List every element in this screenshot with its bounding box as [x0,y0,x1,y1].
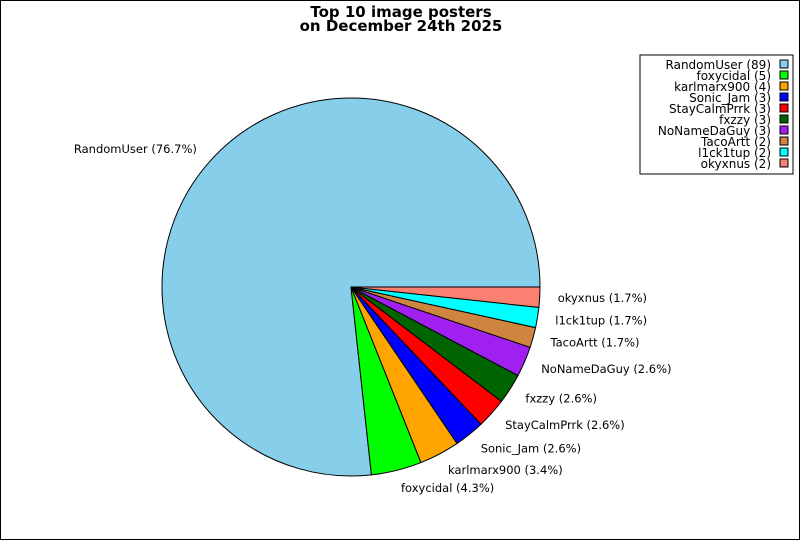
legend-swatch [779,158,789,168]
legend-entry-label: StayCalmPrrk (3) [669,102,771,116]
slice-label: karlmarx900 (3.4%) [448,463,563,477]
pie-labels: RandomUser (76.7%) foxycidal (4.3%) karlma… [74,142,672,495]
slice-label: fxzzy (2.6%) [525,392,597,406]
legend-swatch [779,92,789,102]
legend-box [639,54,794,175]
legend-entry-label: fxzzy (3) [719,113,771,127]
legend-entry-label: Sonic_Jam (3) [689,91,771,105]
legend-entry-label: NoNameDaGuy (3) [658,124,771,138]
legend-swatch [779,103,789,113]
legend-swatch [779,136,789,146]
legend-entry-label: foxycidal (5) [697,69,771,83]
slice-label: okyxnus (1.7%) [558,291,647,305]
legend-entry-label: RandomUser (89) [666,58,771,72]
legend-swatch [779,70,789,80]
legend-entry-label: l1ck1tup (2) [698,146,771,160]
slice-label: foxycidal (4.3%) [401,481,494,495]
slice-label: NoNameDaGuy (2.6%) [541,362,671,376]
slice-label: TacoArtt (1.7%) [550,335,640,349]
chart-subtitle: on December 24th 2025 [300,17,503,35]
pie-slice-okyxnus [350,286,541,308]
legend-entry-label: karlmarx900 (4) [674,80,771,94]
legend-swatch [779,81,789,91]
legend-swatch [779,125,789,135]
legend-entry-label: TacoArtt (2) [700,135,771,149]
pie-slices [161,97,541,477]
slice-label: l1ck1tup (1.7%) [555,314,647,328]
slice-label: Sonic_Jam (2.6%) [481,441,581,455]
chart-title: Top 10 image posters [310,3,491,21]
legend: RandomUser (89)foxycidal (5)karlmarx900 … [639,54,794,175]
slice-label: StayCalmPrrk (2.6%) [505,418,625,432]
legend-swatch [779,114,789,124]
legend-swatch [779,59,789,69]
legend-swatch [779,147,789,157]
legend-entry-label: okyxnus (2) [701,157,771,171]
slice-label: RandomUser (76.7%) [74,142,197,156]
